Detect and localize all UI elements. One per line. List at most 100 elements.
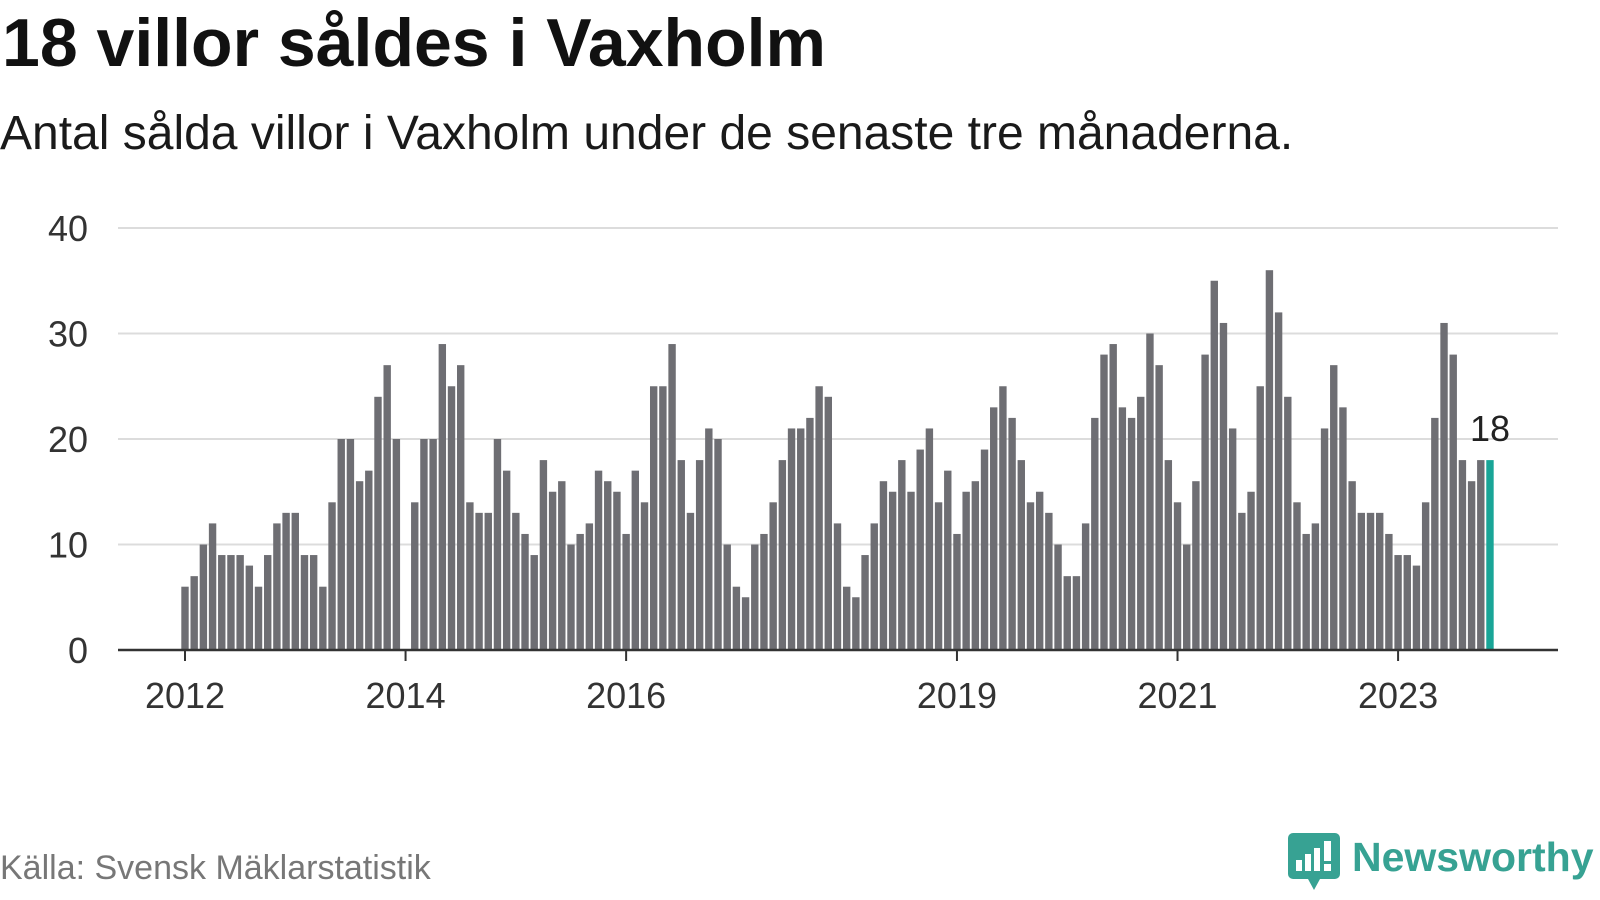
bar <box>1302 533 1310 650</box>
bar <box>1035 491 1044 650</box>
bar <box>1412 565 1421 650</box>
bar <box>199 544 208 650</box>
bar <box>1109 344 1117 650</box>
bar <box>300 555 309 650</box>
bar <box>264 555 272 650</box>
bar <box>438 344 447 650</box>
bar <box>1274 312 1283 650</box>
bar <box>1238 512 1246 650</box>
bar <box>337 439 345 650</box>
bar <box>181 586 189 650</box>
bar <box>861 555 869 650</box>
chart-area: 0 10 20 30 40 2012 2014 2016 2019 2021 2023 18 <box>0 200 1600 720</box>
bar <box>879 481 888 650</box>
x-tick-label: 2021 <box>1137 675 1217 716</box>
bar <box>1118 407 1127 650</box>
bar <box>558 481 566 650</box>
bar <box>815 386 823 650</box>
bar <box>944 470 952 650</box>
bar <box>1293 502 1301 650</box>
bar <box>245 565 254 650</box>
bar <box>705 428 713 650</box>
chart-subtitle: Antal sålda villor i Vaxholm under de se… <box>0 107 1294 160</box>
bar <box>659 386 667 650</box>
bar <box>1449 354 1457 650</box>
bar <box>254 586 263 650</box>
bar <box>668 344 676 650</box>
logo-exclamation-dot <box>1324 864 1331 871</box>
bar <box>1458 460 1467 650</box>
bar <box>291 512 299 650</box>
bar <box>751 544 759 650</box>
bar <box>778 460 787 650</box>
source-note: Källa: Svensk Mäklarstatistik <box>0 849 431 887</box>
bar <box>585 523 594 650</box>
bar <box>1348 481 1356 650</box>
y-tick-label: 20 <box>48 419 88 460</box>
bar <box>208 523 217 650</box>
x-tick-label: 2019 <box>917 675 997 716</box>
bar <box>346 439 355 650</box>
bar <box>1339 407 1347 650</box>
bar <box>447 386 456 650</box>
bar <box>319 586 327 650</box>
x-tick-label: 2023 <box>1358 675 1438 716</box>
bar <box>622 533 630 650</box>
bar <box>1403 555 1411 650</box>
bar <box>649 386 658 650</box>
bar <box>1137 396 1145 650</box>
bar <box>1376 512 1384 650</box>
bar <box>953 533 961 650</box>
bar <box>797 428 805 650</box>
bar <box>806 417 814 650</box>
bar <box>309 555 318 650</box>
bar <box>493 439 502 650</box>
bar <box>760 533 768 650</box>
brand-logo: Newsworthy <box>1288 833 1594 893</box>
bar <box>1330 365 1338 650</box>
bar <box>539 460 548 650</box>
bar <box>971 481 980 650</box>
bar <box>1081 523 1090 650</box>
bar <box>934 502 943 650</box>
bar <box>282 512 290 650</box>
bar <box>1201 354 1209 650</box>
bar <box>521 533 529 650</box>
bar <box>714 439 722 650</box>
bar <box>594 470 603 650</box>
bar <box>604 481 612 650</box>
bar <box>990 407 998 650</box>
bar <box>1440 322 1448 650</box>
bar <box>1265 270 1274 650</box>
bar <box>512 512 520 650</box>
bar <box>980 449 989 650</box>
bar <box>365 470 373 650</box>
bar <box>502 470 511 650</box>
bar <box>723 544 731 650</box>
y-tick-label: 0 <box>68 630 88 671</box>
bar <box>925 428 934 650</box>
bar <box>1155 365 1163 650</box>
bar <box>1192 481 1200 650</box>
bar <box>640 502 649 650</box>
bar <box>1247 491 1255 650</box>
bar <box>1311 523 1320 650</box>
bar <box>833 523 842 650</box>
bar <box>741 597 750 650</box>
bar <box>695 460 704 650</box>
bar <box>236 555 244 650</box>
highlight-data-label: 18 <box>1470 408 1510 449</box>
bar <box>374 396 382 650</box>
bar <box>484 512 492 650</box>
bar <box>1054 544 1062 650</box>
bar <box>1210 280 1218 650</box>
bar <box>1431 417 1439 650</box>
bar <box>1256 386 1264 650</box>
bar <box>567 544 575 650</box>
bar <box>1284 396 1292 650</box>
bar <box>530 555 538 650</box>
bar <box>824 396 832 650</box>
logo-exclamation <box>1324 841 1331 861</box>
bar <box>273 523 281 650</box>
bar <box>1017 460 1025 650</box>
